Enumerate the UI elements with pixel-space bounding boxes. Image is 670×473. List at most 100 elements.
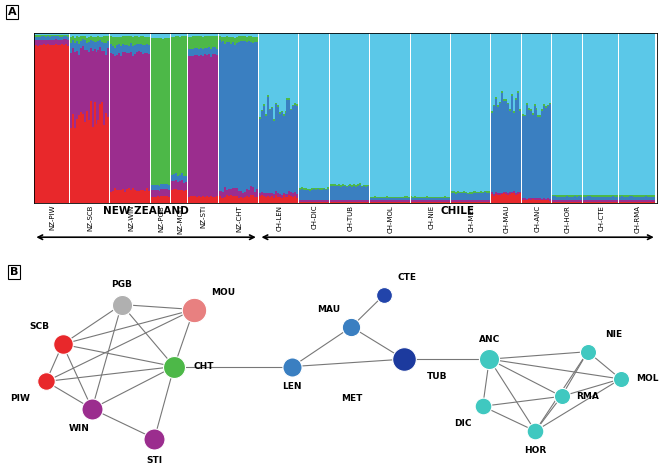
Bar (503, 193, 505, 203)
Bar (265, 33, 267, 114)
Text: STI: STI (146, 456, 163, 465)
Bar (631, 195, 633, 196)
Bar (304, 200, 305, 201)
Bar (587, 195, 589, 196)
Bar (319, 188, 321, 190)
Bar (631, 196, 633, 200)
Bar (558, 33, 560, 195)
Bar (649, 197, 651, 200)
Bar (432, 200, 434, 201)
Bar (468, 202, 470, 203)
Bar (513, 191, 515, 193)
Bar (178, 176, 179, 183)
Bar (299, 200, 302, 202)
Bar (552, 33, 554, 195)
Bar (277, 196, 279, 203)
Bar (382, 201, 384, 203)
Bar (122, 189, 124, 203)
Bar (241, 192, 242, 197)
Bar (296, 198, 298, 203)
Bar (99, 47, 101, 104)
Bar (147, 33, 149, 37)
Bar (216, 55, 218, 196)
Bar (400, 196, 401, 198)
Bar (74, 33, 76, 38)
Bar (72, 40, 74, 48)
Bar (631, 33, 633, 195)
Bar (84, 33, 86, 36)
Bar (84, 40, 86, 50)
Bar (80, 42, 82, 48)
Bar (574, 33, 576, 195)
Bar (566, 194, 568, 196)
Bar (294, 33, 296, 103)
Bar (263, 104, 265, 106)
Bar (277, 33, 279, 105)
Bar (344, 201, 346, 203)
Bar (332, 186, 334, 200)
Bar (34, 40, 36, 45)
Bar (430, 197, 432, 198)
Bar (94, 49, 96, 102)
Bar (641, 197, 643, 200)
Bar (325, 189, 327, 190)
Bar (271, 33, 273, 107)
Bar (111, 193, 113, 203)
Bar (554, 195, 556, 196)
Text: MOU: MOU (211, 288, 235, 297)
Bar (302, 33, 304, 187)
Bar (321, 190, 323, 200)
Bar (589, 33, 591, 195)
Bar (533, 33, 535, 104)
Point (484, 355, 494, 363)
Bar (82, 46, 84, 114)
Bar (442, 33, 444, 197)
Bar (370, 197, 372, 198)
Bar (436, 33, 438, 197)
Bar (457, 33, 459, 191)
Bar (543, 33, 545, 104)
Bar (317, 189, 319, 200)
Bar (192, 56, 194, 196)
Bar (413, 33, 415, 197)
Bar (517, 93, 519, 192)
Bar (633, 201, 635, 203)
Point (582, 348, 593, 356)
Bar (440, 198, 442, 200)
Bar (400, 198, 401, 200)
Bar (40, 36, 42, 40)
Bar (198, 36, 200, 49)
Bar (82, 33, 84, 35)
Bar (183, 183, 185, 191)
Bar (302, 200, 304, 201)
Text: LEN: LEN (283, 382, 302, 391)
Bar (432, 197, 434, 198)
Bar (283, 116, 285, 193)
Bar (374, 198, 376, 200)
Bar (627, 200, 629, 202)
Bar (507, 105, 509, 193)
Bar (407, 198, 409, 200)
Bar (612, 201, 614, 203)
Bar (432, 198, 434, 200)
Point (86, 405, 97, 412)
Bar (426, 200, 428, 201)
Bar (352, 200, 353, 201)
Bar (392, 33, 394, 197)
Bar (422, 33, 424, 197)
Bar (97, 41, 99, 50)
Bar (386, 198, 388, 200)
Bar (474, 33, 476, 191)
Text: PIW: PIW (10, 394, 29, 403)
Bar (461, 33, 463, 192)
Bar (164, 38, 166, 184)
Bar (589, 195, 591, 196)
Bar (168, 38, 170, 184)
Bar (252, 33, 254, 37)
Bar (602, 197, 604, 200)
Bar (134, 44, 136, 54)
Bar (653, 201, 655, 203)
Bar (42, 33, 44, 35)
Bar (519, 111, 521, 192)
Bar (350, 186, 352, 200)
